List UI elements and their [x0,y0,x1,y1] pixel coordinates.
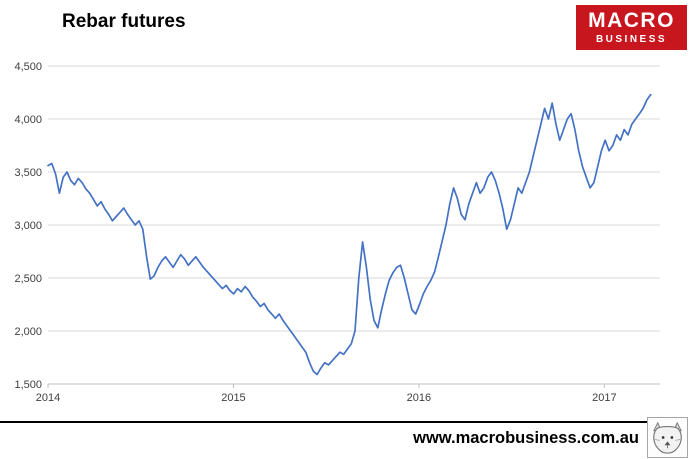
logo-text-macro: MACRO [588,9,675,32]
x-tick-label: 2016 [407,392,431,404]
y-tick-label: 4,500 [14,61,42,73]
footer-url: www.macrobusiness.com.au [413,429,639,447]
y-tick-label: 2,500 [14,273,42,285]
y-tick-label: 3,500 [14,167,42,179]
x-tick-label: 2014 [36,392,60,404]
x-tick-label: 2015 [221,392,245,404]
logo-text-business: BUSINESS [595,34,668,45]
y-tick-label: 2,000 [14,326,42,338]
y-tick-label: 4,000 [14,114,42,126]
chart-title: Rebar futures [62,11,186,32]
y-tick-label: 3,000 [14,220,42,232]
x-tick-label: 2017 [592,392,616,404]
rebar-futures-line-chart: 1,500 2,000 2,500 3,000 3,500 4,000 4,500 2014 2… [14,61,660,404]
y-tick-label: 1,500 [14,379,42,391]
wolf-sketch [653,421,682,454]
series-line [47,93,652,376]
footer-divider [0,421,647,423]
wolf-logo-icon [647,417,688,458]
macrobusiness-logo: MACRO BUSINESS [576,5,687,50]
